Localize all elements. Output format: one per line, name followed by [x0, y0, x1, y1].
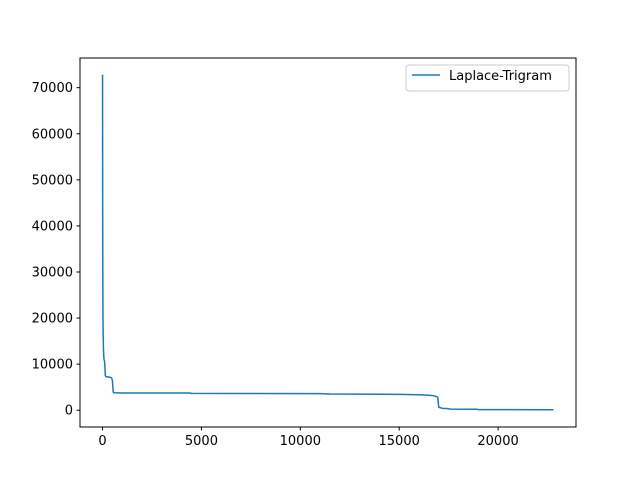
x-tick-label: 10000	[280, 434, 321, 449]
x-tick-label: 5000	[185, 434, 218, 449]
x-tick-label: 0	[98, 434, 106, 449]
y-tick-label: 0	[65, 404, 73, 419]
y-tick-label: 30000	[32, 265, 73, 280]
x-tick-label: 15000	[379, 434, 420, 449]
y-tick-label: 60000	[32, 127, 73, 142]
x-tick-label: 20000	[477, 434, 518, 449]
legend-label: Laplace-Trigram	[449, 69, 552, 84]
y-axis: 0 10000 20000 30000 40000 50000 60000 70000	[32, 81, 80, 419]
y-tick-label: 50000	[32, 173, 73, 188]
x-axis: 0 5000 10000 15000 20000	[98, 427, 519, 449]
plot-frame	[79, 57, 577, 428]
legend: Laplace-Trigram	[405, 64, 570, 92]
y-tick-label: 70000	[32, 81, 73, 96]
y-tick-label: 40000	[32, 219, 73, 234]
series-layer	[101, 74, 554, 411]
y-tick-label: 10000	[32, 358, 73, 373]
series-line-0	[101, 74, 554, 411]
y-tick-label: 20000	[32, 312, 73, 327]
legend-box	[405, 64, 570, 92]
plot-area	[80, 58, 576, 427]
